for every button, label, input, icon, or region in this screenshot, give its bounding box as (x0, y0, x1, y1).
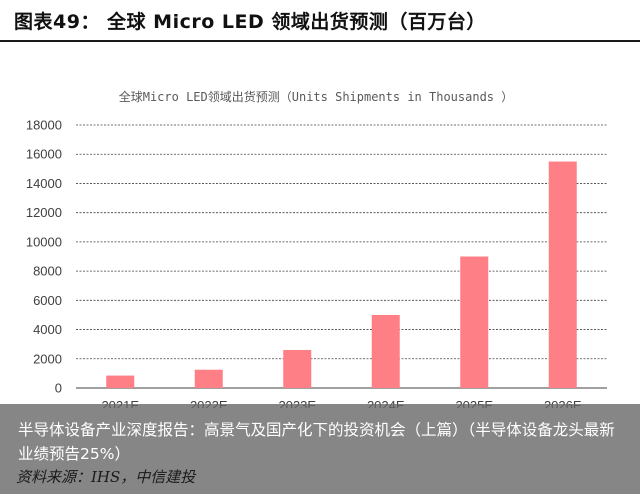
figure-title: 图表49： 全球 Micro LED 领域出货预测（百万台） (14, 10, 486, 33)
y-tick-label: 2000 (33, 351, 62, 366)
source-note: 资料来源：IHS，中信建投 (16, 468, 196, 486)
y-tick-label: 18000 (26, 118, 62, 133)
x-tick-label: 2021E (101, 398, 139, 408)
y-tick-label: 10000 (26, 234, 62, 249)
chart-title: 全球Micro LED领域出货预测（Units Shipments in Tho… (119, 89, 514, 104)
y-tick-label: 4000 (33, 322, 62, 337)
y-tick-label: 14000 (26, 176, 62, 191)
y-tick-label: 8000 (33, 264, 62, 279)
y-axis-tick-labels: 0 2000 4000 6000 8000 10000 12000 14000 16000 180… (26, 118, 62, 396)
y-tick-label: 0 (55, 381, 62, 396)
x-axis-tick-labels: 2021E 2022E 2023E 2024E 2025E 2026E (101, 398, 581, 408)
y-tick-label: 16000 (26, 147, 62, 162)
bar-2024E (371, 314, 400, 388)
bar-2022E (194, 369, 223, 388)
y-tick-label: 12000 (26, 205, 62, 220)
x-tick-label: 2025E (455, 398, 493, 408)
x-tick-label: 2022E (190, 398, 228, 408)
figure-header: 图表49： 全球 Micro LED 领域出货预测（百万台） (0, 0, 640, 42)
x-tick-label: 2026E (544, 398, 582, 408)
overlay-title-text: 半导体设备产业深度报告：高景气及国产化下的投资机会（上篇）（半导体设备龙头最新业… (18, 421, 615, 463)
x-tick-label: 2023E (278, 398, 316, 408)
gridlines (76, 124, 607, 389)
bars (106, 161, 577, 388)
bar-2023E (283, 350, 312, 388)
bar-2026E (548, 161, 577, 388)
bar-2021E (106, 375, 135, 388)
x-tick-label: 2024E (367, 398, 405, 408)
bar-chart: 全球Micro LED领域出货预测（Units Shipments in Tho… (26, 89, 607, 408)
article-title-overlay[interactable]: 半导体设备产业深度报告：高景气及国产化下的投资机会（上篇）（半导体设备龙头最新业… (0, 404, 640, 494)
y-tick-label: 6000 (33, 293, 62, 308)
bar-2025E (460, 256, 489, 388)
